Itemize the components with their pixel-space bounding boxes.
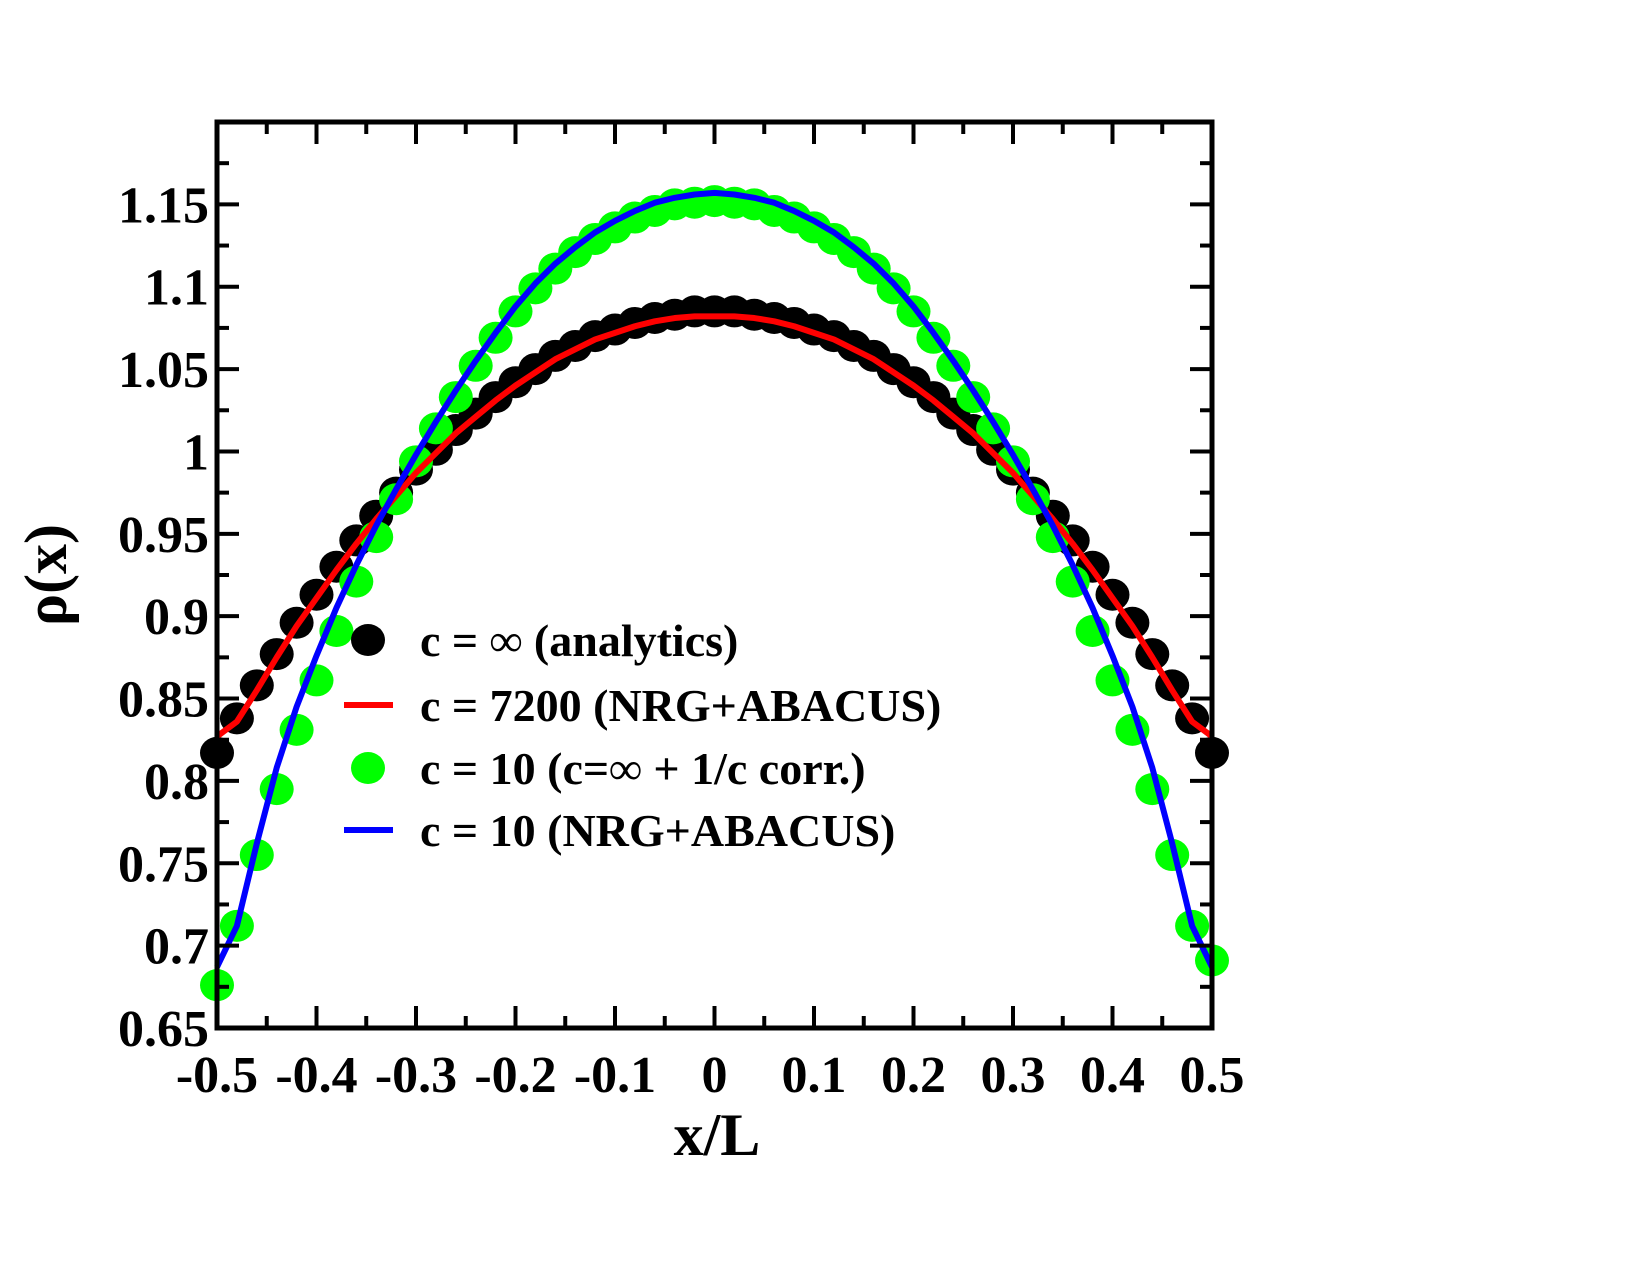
x-tick-label: -0.1 bbox=[574, 1047, 656, 1104]
y-tick-label: 0.9 bbox=[144, 589, 209, 646]
y-tick-label: 0.8 bbox=[144, 754, 209, 811]
legend-marker-icon bbox=[351, 752, 385, 784]
plot-series bbox=[200, 185, 1229, 1002]
x-tick-label: -0.4 bbox=[275, 1047, 357, 1104]
axis-ticks bbox=[215, 120, 1214, 1030]
x-tick-label: 0.1 bbox=[782, 1047, 847, 1104]
y-tick-label: 0.95 bbox=[118, 507, 209, 564]
legend-item: c = 10 (c=∞ + 1/c corr.) bbox=[351, 743, 866, 794]
y-tick-label: 1.1 bbox=[144, 260, 209, 317]
x-axis-label: x/L bbox=[674, 1102, 761, 1168]
y-tick-label: 1.15 bbox=[118, 177, 209, 234]
y-tick-label: 0.7 bbox=[144, 919, 209, 976]
y-tick-label: 0.65 bbox=[118, 1001, 209, 1058]
legend-item: c = ∞ (analytics) bbox=[351, 615, 738, 666]
x-tick-label: -0.5 bbox=[176, 1047, 258, 1104]
y-tick-label: 0.75 bbox=[118, 836, 209, 893]
x-tick-label: 0.4 bbox=[1080, 1047, 1145, 1104]
legend-item: c = 10 (NRG+ABACUS) bbox=[344, 805, 895, 856]
y-tick-label: 1 bbox=[183, 424, 209, 481]
legend-item: c = 7200 (NRG+ABACUS) bbox=[344, 680, 941, 731]
legend-marker-icon bbox=[351, 624, 385, 656]
x-tick-label: -0.2 bbox=[474, 1047, 556, 1104]
legend-label: c = ∞ (analytics) bbox=[420, 615, 738, 666]
series-3-line bbox=[214, 189, 1215, 969]
legend: c = ∞ (analytics) c = 7200 (NRG+ABACUS) c … bbox=[344, 615, 941, 856]
y-axis-label: ρ(x) bbox=[13, 524, 79, 626]
legend-label: c = 10 (NRG+ABACUS) bbox=[420, 805, 895, 856]
legend-label: c = 10 (c=∞ + 1/c corr.) bbox=[420, 743, 866, 794]
tick-labels: -0.5 -0.4 -0.3 -0.2 -0.1 0 0.1 0.2 0.3 0.4 0.5 0.65… bbox=[118, 177, 1245, 1104]
x-tick-label: 0.3 bbox=[981, 1047, 1046, 1104]
y-tick-label: 0.85 bbox=[118, 672, 209, 729]
x-tick-label: 0 bbox=[702, 1047, 728, 1104]
x-tick-label: 0.5 bbox=[1180, 1047, 1245, 1104]
legend-label: c = 7200 (NRG+ABACUS) bbox=[420, 680, 941, 731]
y-tick-label: 1.05 bbox=[118, 342, 209, 399]
x-tick-label: -0.3 bbox=[375, 1047, 457, 1104]
x-tick-label: 0.2 bbox=[881, 1047, 946, 1104]
